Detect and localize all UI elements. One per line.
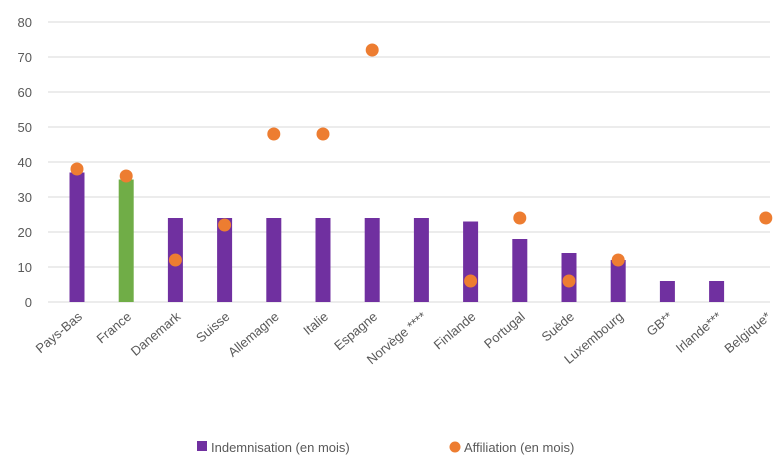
x-tick-label-14: Belgique*: [721, 309, 773, 356]
point-France: [119, 169, 133, 183]
point-Finlande: [464, 274, 478, 288]
bar-Pays-Bas: [69, 172, 85, 302]
bar-Norvège ****: [413, 218, 429, 302]
y-tick-label-70: 70: [18, 50, 32, 65]
bar-France: [118, 179, 134, 302]
bar-Luxembourg: [610, 260, 626, 302]
y-axis-tick-labels: 0 10 20 30 40 50 60 70 80: [18, 15, 32, 310]
y-tick-label-0: 0: [25, 295, 32, 310]
x-tick-label-4: Allemagne: [225, 309, 282, 360]
gridlines: [48, 21, 770, 303]
point-Danemark: [168, 253, 182, 267]
bar-Finlande: [463, 221, 479, 302]
scatter-series: [70, 43, 773, 288]
x-tick-label-8: Finlande: [431, 309, 479, 353]
x-tick-label-2: Danemark: [128, 308, 184, 358]
legend: Indemnisation (en mois) Affiliation (en m…: [197, 440, 574, 455]
point-Espagne: [365, 43, 379, 57]
bar-Suisse: [217, 218, 233, 302]
x-tick-label-5: Italie: [300, 309, 331, 338]
point-Allemagne: [267, 127, 281, 141]
point-Portugal: [513, 211, 527, 225]
legend-swatch-indemnisation: [197, 441, 207, 451]
legend-swatch-affiliation: [449, 441, 461, 453]
x-tick-label-12: GB**: [644, 309, 676, 339]
y-tick-label-50: 50: [18, 120, 32, 135]
point-Belgique*: [759, 211, 773, 225]
bar-Portugal: [512, 239, 528, 302]
bar-series: [69, 172, 725, 302]
y-tick-label-20: 20: [18, 225, 32, 240]
bar-Allemagne: [266, 218, 282, 302]
y-tick-label-60: 60: [18, 85, 32, 100]
x-tick-label-10: Suède: [538, 309, 576, 345]
y-tick-label-80: 80: [18, 15, 32, 30]
x-tick-label-0: Pays-Bas: [33, 308, 86, 356]
bar-Irlande***: [709, 281, 725, 302]
legend-label-affiliation: Affiliation (en mois): [464, 440, 574, 455]
legend-label-indemnisation: Indemnisation (en mois): [211, 440, 350, 455]
x-tick-label-1: France: [93, 309, 134, 347]
x-tick-label-3: Suisse: [193, 309, 233, 346]
point-Italie: [316, 127, 330, 141]
x-tick-label-13: Irlande***: [673, 309, 725, 356]
x-tick-label-9: Portugal: [481, 309, 528, 352]
bar-Italie: [315, 218, 331, 302]
point-Luxembourg: [611, 253, 625, 267]
y-tick-label-30: 30: [18, 190, 32, 205]
y-tick-label-10: 10: [18, 260, 32, 275]
x-tick-label-6: Espagne: [331, 309, 380, 353]
point-Suisse: [218, 218, 232, 232]
point-Suède: [562, 274, 576, 288]
point-Pays-Bas: [70, 162, 84, 176]
bar-GB**: [659, 281, 675, 302]
y-tick-label-40: 40: [18, 155, 32, 170]
bar-Espagne: [364, 218, 380, 302]
